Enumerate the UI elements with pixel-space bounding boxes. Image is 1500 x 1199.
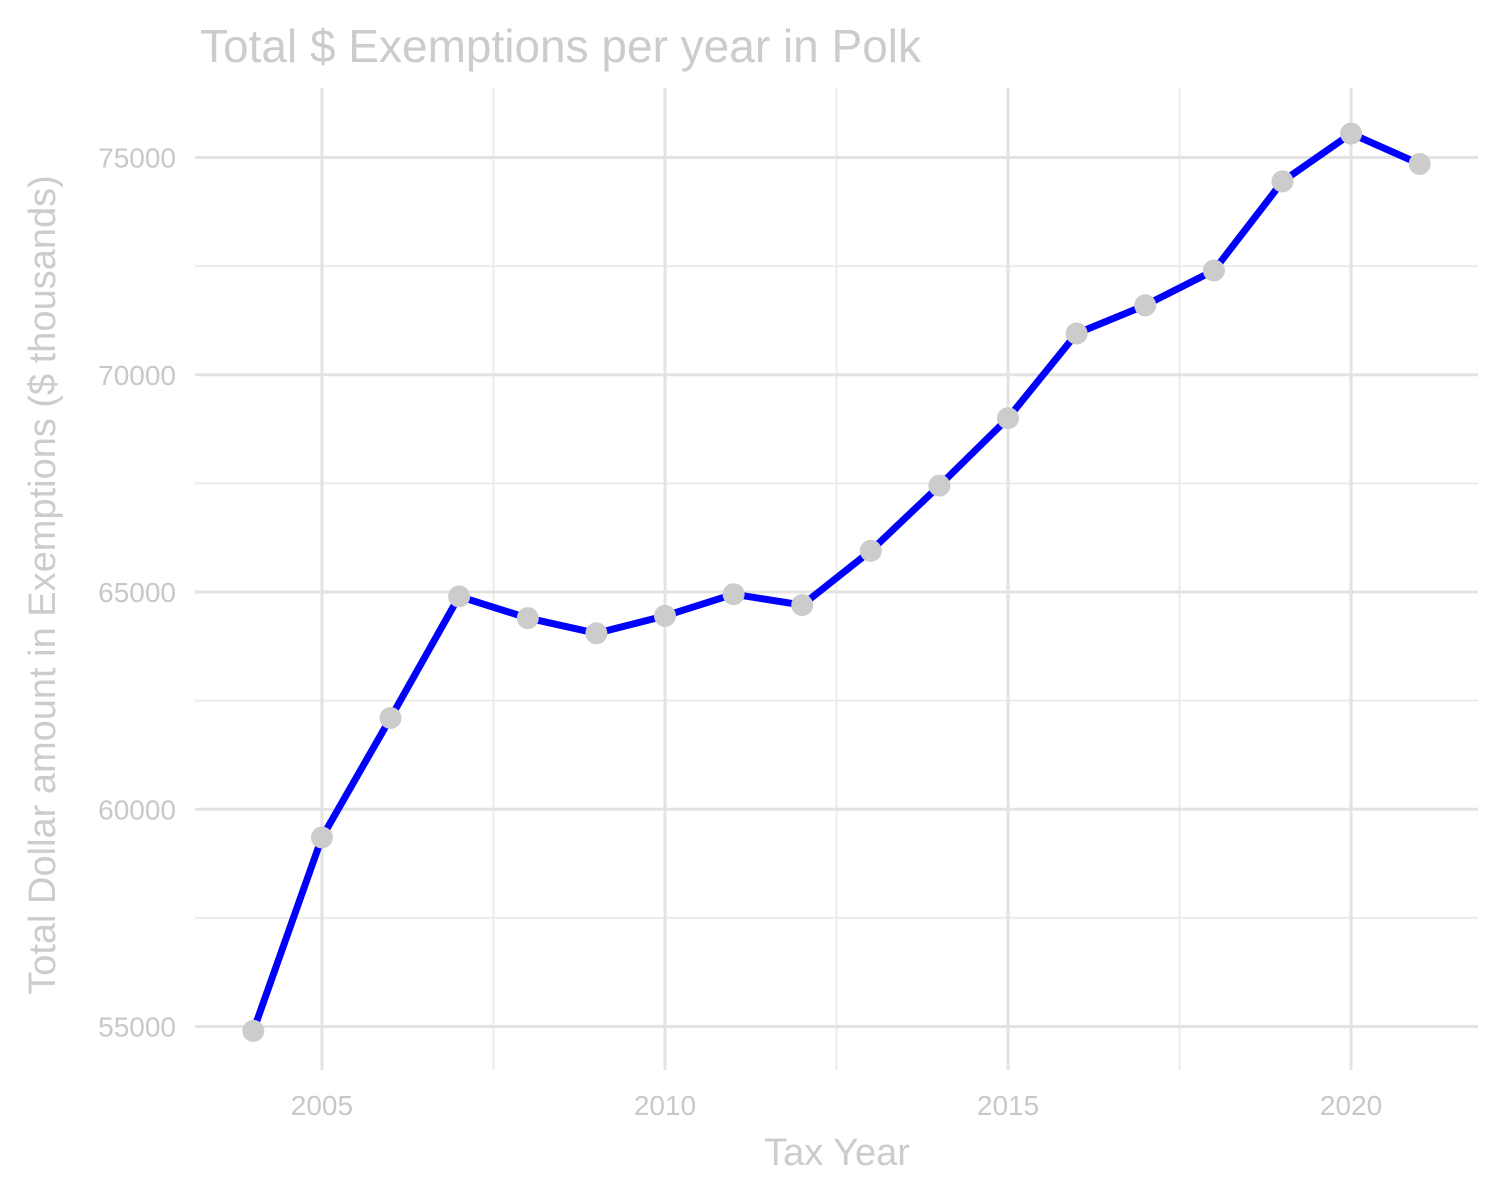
data-point	[310, 826, 333, 849]
data-point	[997, 407, 1019, 430]
data-point	[791, 594, 814, 617]
data-point	[654, 604, 676, 627]
y-tick-label: 55000	[98, 1012, 176, 1043]
data-point	[928, 474, 951, 497]
series-line	[249, 130, 1424, 1035]
data-point	[1340, 122, 1363, 145]
data-point	[585, 622, 608, 645]
data-point	[1134, 294, 1157, 317]
grid	[195, 88, 1478, 1070]
y-axis-title: Total Dollar amount in Exemptions ($ tho…	[22, 175, 64, 995]
x-tick-label: 2010	[634, 1090, 696, 1121]
data-point	[516, 607, 539, 630]
data-points	[242, 122, 1431, 1042]
data-point	[1065, 322, 1088, 345]
y-tick-label: 60000	[98, 794, 176, 825]
x-tick-label: 2015	[977, 1090, 1039, 1121]
y-tick-label: 75000	[98, 143, 176, 174]
x-axis-title: Tax Year	[764, 1132, 910, 1174]
y-tick-label: 70000	[98, 360, 176, 391]
data-point	[448, 585, 471, 608]
data-point	[1271, 170, 1294, 193]
chart-title: Total $ Exemptions per year in Polk	[200, 20, 922, 72]
tick-labels: 2005 2010 2015 2020 55000 60000 65000 70000 7500…	[98, 143, 1382, 1121]
x-tick-label: 2005	[291, 1090, 353, 1121]
data-point	[242, 1019, 265, 1042]
x-tick-label: 2020	[1320, 1090, 1382, 1121]
data-point	[379, 707, 402, 729]
data-point	[722, 583, 745, 606]
y-tick-label: 65000	[98, 577, 176, 608]
data-point	[1202, 259, 1225, 282]
data-point	[859, 539, 882, 562]
data-point	[1408, 153, 1431, 175]
